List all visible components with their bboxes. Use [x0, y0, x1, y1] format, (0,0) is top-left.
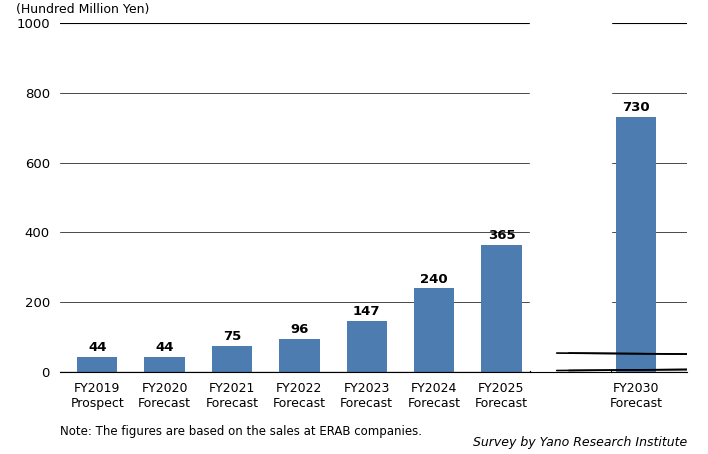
Text: (Hundred Million Yen): (Hundred Million Yen) — [16, 3, 149, 16]
Bar — [279, 339, 319, 372]
Bar — [481, 245, 522, 372]
Bar — [616, 117, 656, 372]
Text: 96: 96 — [290, 323, 309, 336]
Text: 240: 240 — [421, 272, 448, 286]
Text: 365: 365 — [488, 229, 515, 242]
Bar — [77, 357, 118, 372]
Text: 75: 75 — [223, 330, 241, 343]
Text: 147: 147 — [353, 305, 380, 318]
Bar — [212, 346, 252, 372]
Text: Survey by Yano Research Institute: Survey by Yano Research Institute — [472, 436, 687, 449]
Bar — [414, 288, 455, 372]
Text: Note: The figures are based on the sales at ERAB companies.: Note: The figures are based on the sales… — [60, 425, 422, 438]
Text: 730: 730 — [622, 101, 650, 114]
Bar — [346, 321, 387, 372]
Bar — [144, 357, 185, 372]
Bar — [530, 21, 610, 374]
Text: 44: 44 — [88, 341, 106, 354]
Text: 44: 44 — [155, 341, 174, 354]
